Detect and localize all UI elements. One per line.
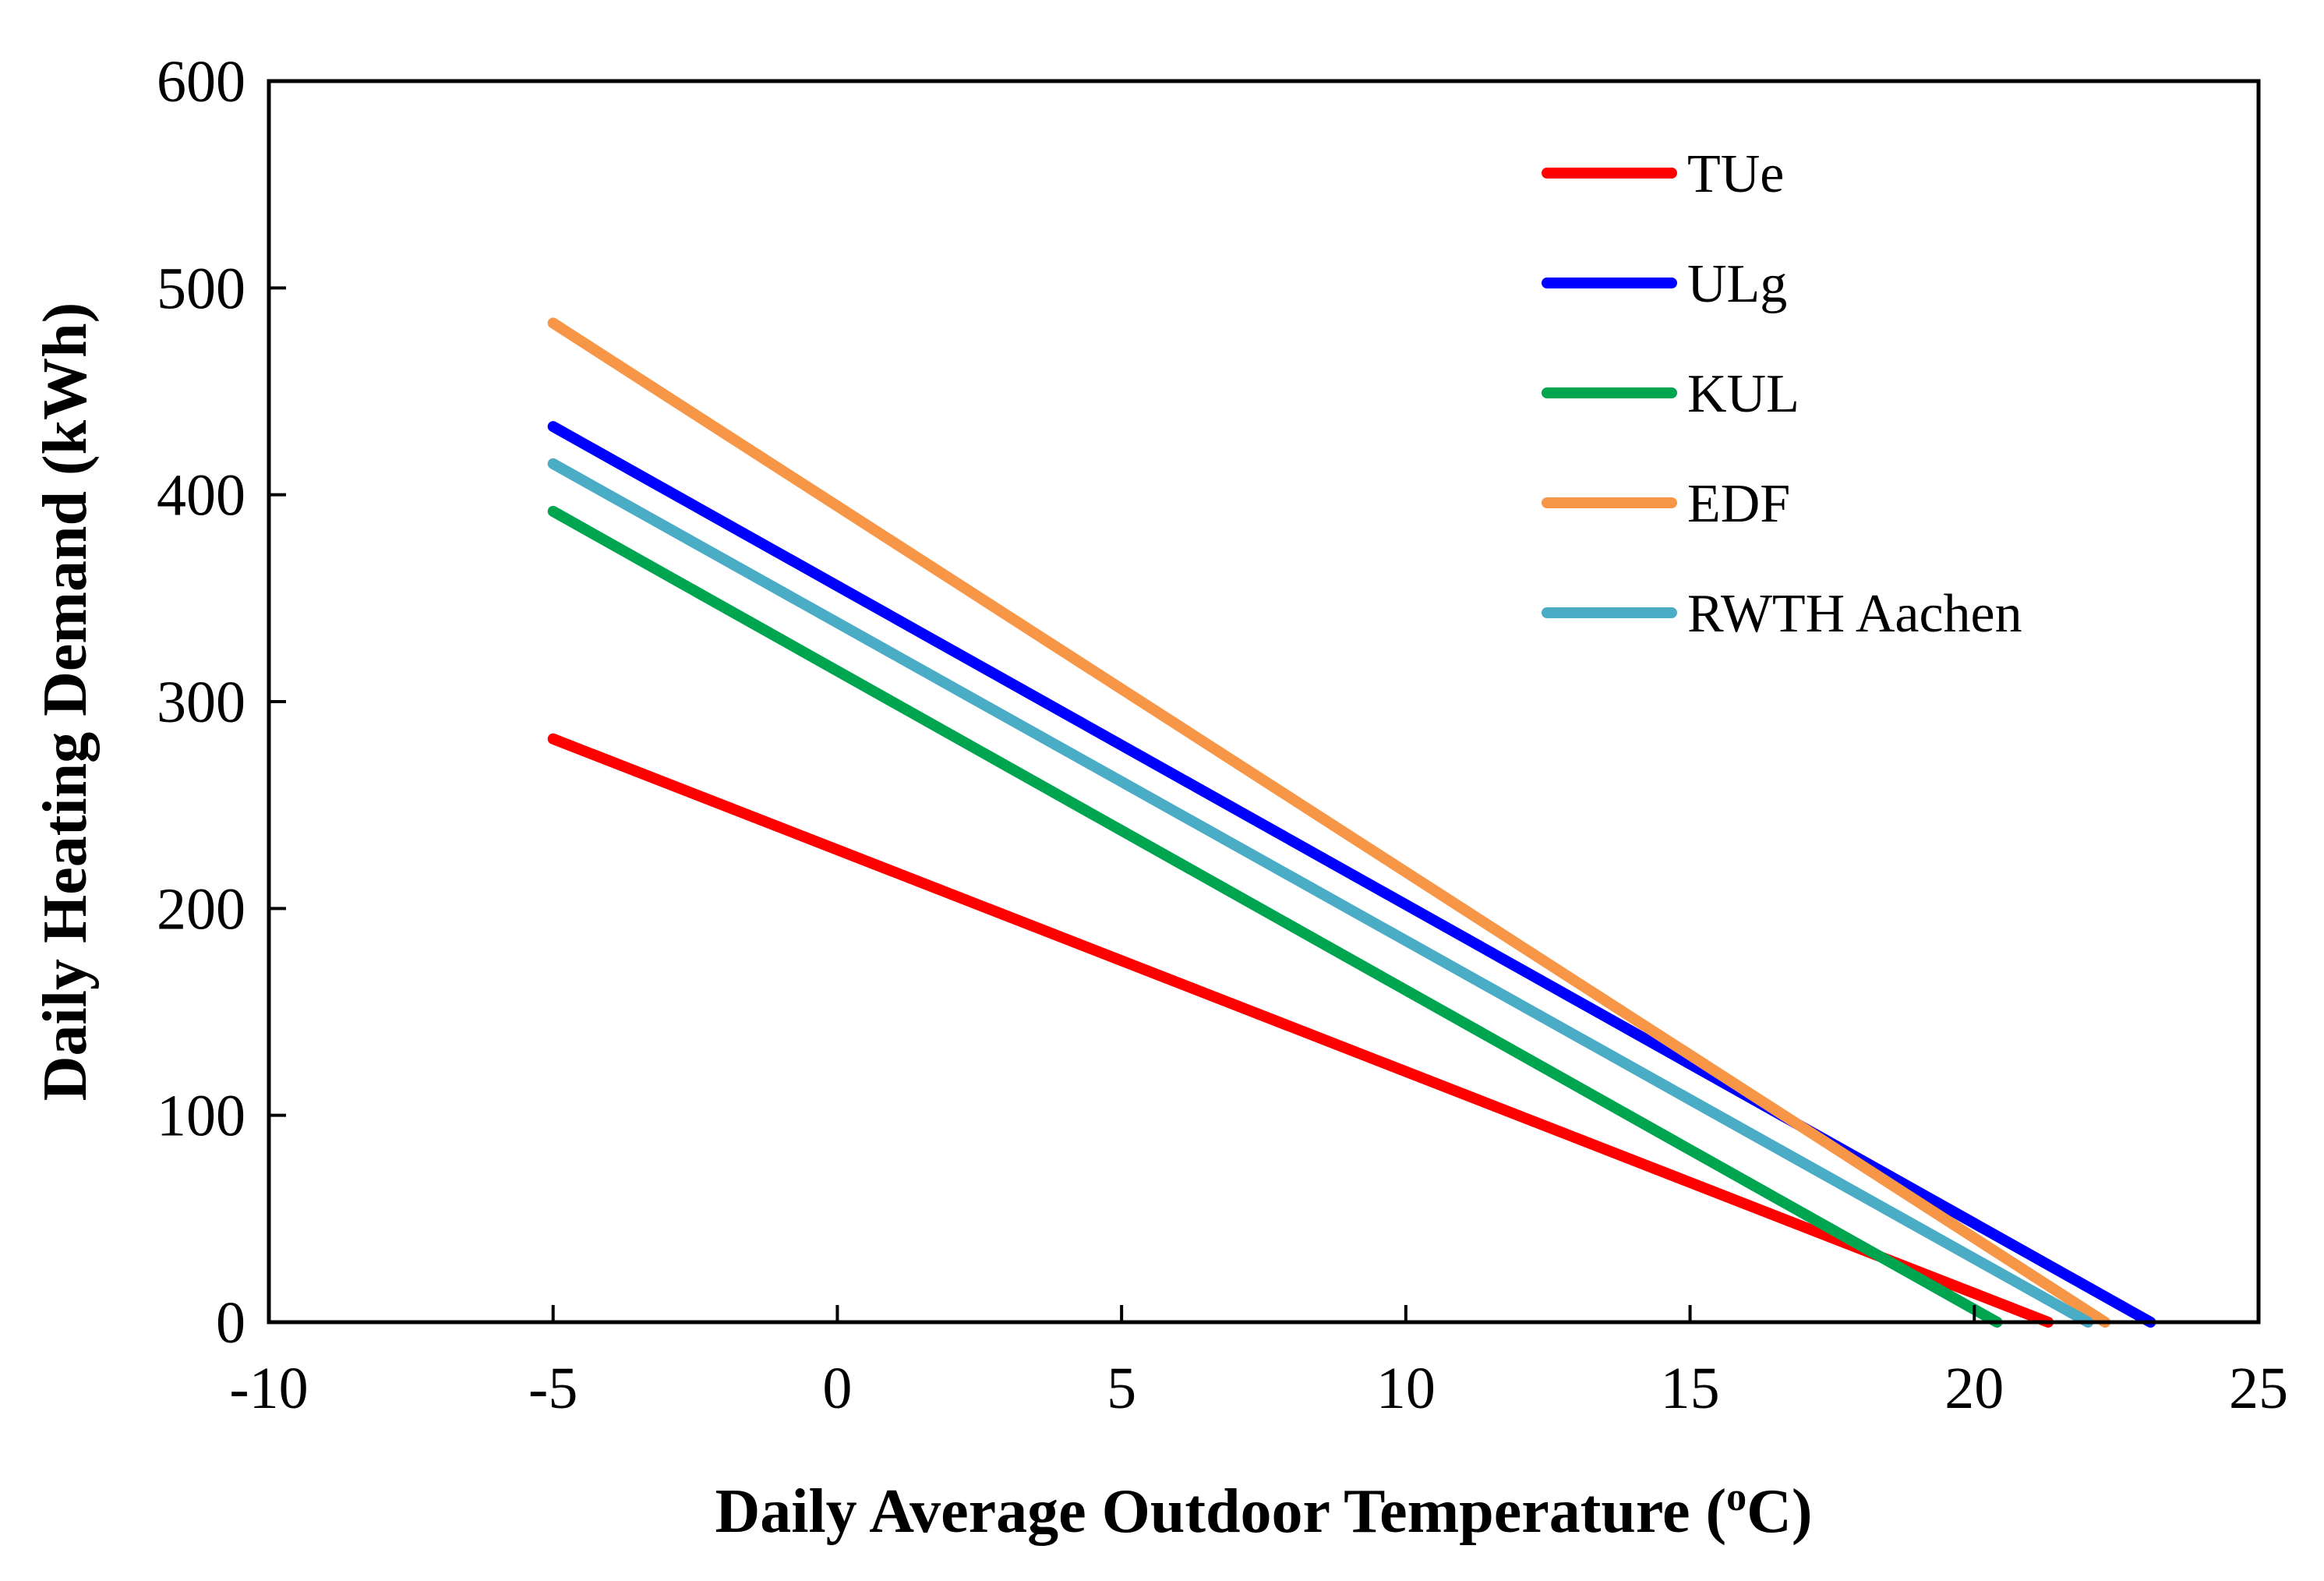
series-layer <box>547 317 2156 1328</box>
x-tick-label: 5 <box>1107 1356 1136 1421</box>
x-tick-label: 20 <box>1944 1356 2004 1421</box>
x-axis: -10 -5 0 5 10 15 20 25 <box>229 1305 2288 1421</box>
legend-label: TUe <box>1687 144 1784 204</box>
x-tick-label: -5 <box>528 1356 577 1421</box>
y-tick-label: 600 <box>157 49 245 115</box>
y-tick-label: 500 <box>157 256 245 321</box>
series-line-tue <box>547 733 2054 1328</box>
y-tick-label: 0 <box>216 1290 245 1356</box>
x-axis-title-end: C) <box>1747 1477 1812 1546</box>
x-tick-label: 25 <box>2229 1356 2288 1421</box>
x-tick-label: -10 <box>229 1356 308 1421</box>
legend-label: RWTH Aachen <box>1687 584 2022 644</box>
series-line-rwth-aachen <box>547 458 2094 1328</box>
series-line-kul <box>547 505 2003 1328</box>
x-tick-label: 15 <box>1661 1356 1720 1421</box>
y-axis-title: Daily Heating Demand (kWh) <box>31 302 100 1102</box>
series-line-edf <box>547 317 2111 1328</box>
x-tick-label: 0 <box>822 1356 852 1421</box>
legend-label: KUL <box>1687 364 1800 424</box>
legend-label: ULg <box>1687 254 1787 314</box>
y-tick-label: 300 <box>157 670 245 735</box>
x-axis-title: Daily Average Outdoor Temperature (oC) <box>715 1475 1812 1547</box>
legend: TUe ULg KUL EDF RWTH Aachen <box>1542 144 2022 644</box>
y-tick-label: 200 <box>157 876 245 942</box>
y-tick-label: 400 <box>157 463 245 529</box>
y-axis: 0 100 200 300 400 500 600 <box>157 49 286 1356</box>
x-axis-title-superscript: o <box>1726 1475 1747 1519</box>
x-axis-title-main: Daily Average Outdoor Temperature ( <box>715 1477 1726 1546</box>
legend-label: EDF <box>1687 474 1790 534</box>
series-line-ulg <box>547 421 2156 1328</box>
y-tick-label: 100 <box>157 1084 245 1149</box>
x-tick-label: 10 <box>1376 1356 1436 1421</box>
